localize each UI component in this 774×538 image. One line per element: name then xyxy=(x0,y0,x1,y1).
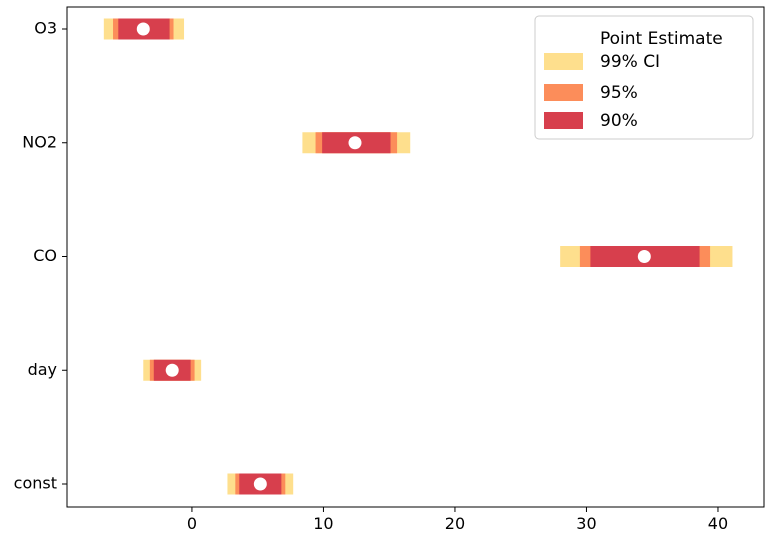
point-estimate-const xyxy=(253,477,267,491)
legend-label-95: 95% xyxy=(600,83,638,103)
point-estimates xyxy=(136,22,651,491)
legend-swatch-95 xyxy=(544,84,583,101)
legend: Point Estimate 99% CI 95% 90% xyxy=(534,15,754,140)
x-tick-label-0: 0 xyxy=(187,514,197,533)
point-estimate-co xyxy=(637,250,651,263)
point-estimate-no2 xyxy=(348,136,362,150)
point-estimate-o3 xyxy=(136,22,150,36)
y-tick-label-co: CO xyxy=(33,246,57,265)
x-axis: 0 10 20 30 40 xyxy=(187,507,728,533)
legend-label-point-estimate: Point Estimate xyxy=(600,29,723,49)
legend-label-90: 90% xyxy=(600,111,638,131)
y-tick-label-day: day xyxy=(28,360,57,379)
legend-swatch-99-ci xyxy=(544,53,583,70)
legend-frame xyxy=(534,15,754,140)
x-tick-label-30: 30 xyxy=(576,514,596,533)
point-estimate-day xyxy=(165,363,179,377)
y-axis: O3 NO2 CO day const xyxy=(14,19,67,493)
y-tick-label-o3: O3 xyxy=(34,19,57,38)
x-tick-label-40: 40 xyxy=(708,514,728,533)
legend-swatch-90 xyxy=(544,112,583,129)
x-tick-label-10: 10 xyxy=(313,514,333,533)
y-tick-label-no2: NO2 xyxy=(22,132,57,151)
legend-label-99-ci: 99% CI xyxy=(600,52,660,72)
y-tick-label-const: const xyxy=(14,474,57,493)
x-tick-label-20: 20 xyxy=(445,514,465,533)
